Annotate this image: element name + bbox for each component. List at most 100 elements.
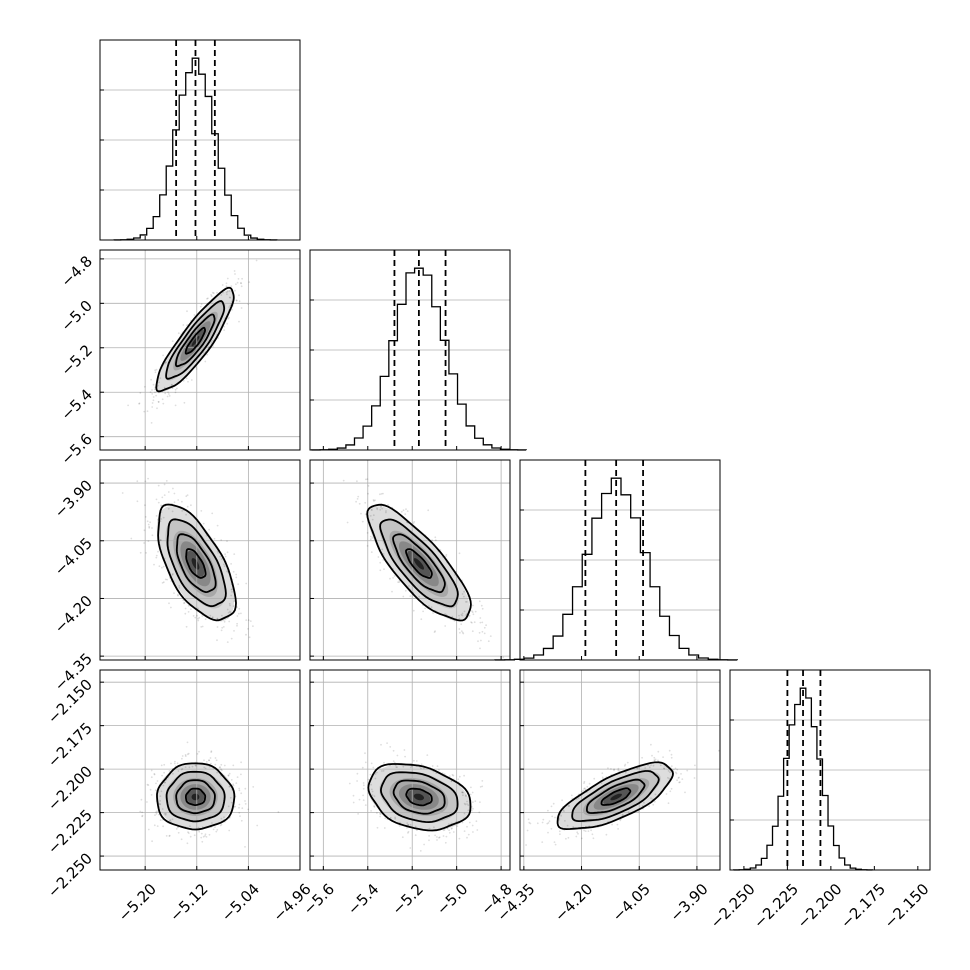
sample-point [183, 602, 185, 605]
sample-point [464, 601, 467, 603]
sample-point [672, 768, 675, 771]
sample-point [364, 501, 367, 504]
sample-point [619, 819, 622, 822]
sample-point [458, 617, 461, 620]
sample-point [186, 741, 189, 744]
density-shade-3-0 [191, 793, 200, 801]
sample-point [170, 762, 172, 765]
sample-point [404, 589, 407, 592]
sample-point [211, 512, 214, 515]
sample-point [663, 767, 665, 770]
sample-point [235, 299, 238, 302]
contour-1-0-3 [155, 286, 235, 393]
sample-point [565, 837, 567, 840]
sample-point [184, 766, 187, 768]
sample-point [187, 832, 190, 834]
sample-point [361, 520, 364, 523]
sample-point [193, 314, 196, 316]
sample-point [230, 563, 233, 565]
panel-frame-2-2 [519, 459, 721, 661]
sample-point [228, 316, 230, 319]
sample-point [238, 320, 240, 323]
sample-point [180, 838, 183, 841]
sample-point [240, 819, 243, 822]
sample-point [676, 779, 678, 782]
sample-point [163, 812, 166, 815]
sample-point [139, 392, 142, 394]
sample-point [468, 821, 471, 824]
sample-point [203, 759, 205, 762]
sample-point [212, 828, 215, 831]
sample-point [554, 843, 557, 846]
sample-point [380, 743, 382, 746]
sample-point [355, 500, 357, 503]
sample-point [229, 296, 232, 299]
sample-point [209, 757, 212, 759]
sample-point [366, 545, 369, 547]
sample-point [232, 783, 235, 786]
sample-point [171, 573, 174, 576]
sample-point [141, 811, 144, 814]
sample-point [144, 504, 146, 507]
sample-point [141, 814, 144, 817]
sample-point [208, 759, 211, 762]
sample-point [376, 507, 378, 509]
sample-point [147, 828, 150, 831]
sample-point [383, 827, 386, 829]
sample-point [528, 821, 531, 824]
sample-point [387, 504, 389, 506]
sample-point [420, 767, 422, 770]
sample-point [571, 797, 574, 800]
sample-point [479, 647, 481, 650]
sample-point [256, 824, 259, 827]
sample-point [610, 768, 612, 770]
sample-point [231, 308, 233, 311]
sample-point [593, 777, 596, 780]
sample-point [426, 754, 429, 756]
sample-point [415, 760, 418, 762]
sample-point [560, 814, 562, 817]
sample-point [409, 847, 412, 849]
sample-point [202, 351, 205, 354]
sample-point [576, 831, 579, 834]
sample-point [171, 340, 174, 343]
sample-point [613, 769, 615, 772]
sample-point [637, 810, 640, 813]
sample-point [190, 379, 193, 381]
sample-point [541, 821, 544, 824]
sample-point [181, 768, 184, 770]
sample-point [468, 614, 471, 617]
sample-point [241, 807, 244, 810]
sample-point [155, 813, 158, 815]
sample-point [436, 836, 438, 838]
contour-3-0-0 [185, 787, 207, 806]
sample-point [404, 513, 407, 515]
sample-point [621, 814, 624, 816]
sample-point [570, 794, 573, 797]
sample-point [200, 836, 203, 839]
sample-point [383, 568, 385, 570]
sample-point [409, 766, 412, 769]
sample-point [550, 805, 553, 808]
sample-point [173, 762, 176, 765]
sample-point [462, 794, 464, 797]
sample-point [382, 559, 385, 561]
sample-point [208, 759, 210, 762]
sample-point [567, 805, 570, 808]
sample-point [217, 552, 220, 554]
sample-point [460, 613, 463, 616]
sample-point [447, 823, 450, 826]
sample-point [551, 815, 554, 818]
sample-point [228, 620, 231, 623]
sample-point [471, 630, 474, 633]
sample-point [382, 553, 385, 555]
sample-point [568, 804, 570, 807]
sample-point [196, 614, 198, 617]
sample-point [450, 780, 453, 783]
sample-point [476, 829, 479, 831]
sample-point [164, 361, 167, 364]
sample-point [669, 790, 672, 793]
sample-point [443, 828, 446, 831]
sample-point [226, 608, 229, 611]
sample-point [150, 378, 153, 381]
